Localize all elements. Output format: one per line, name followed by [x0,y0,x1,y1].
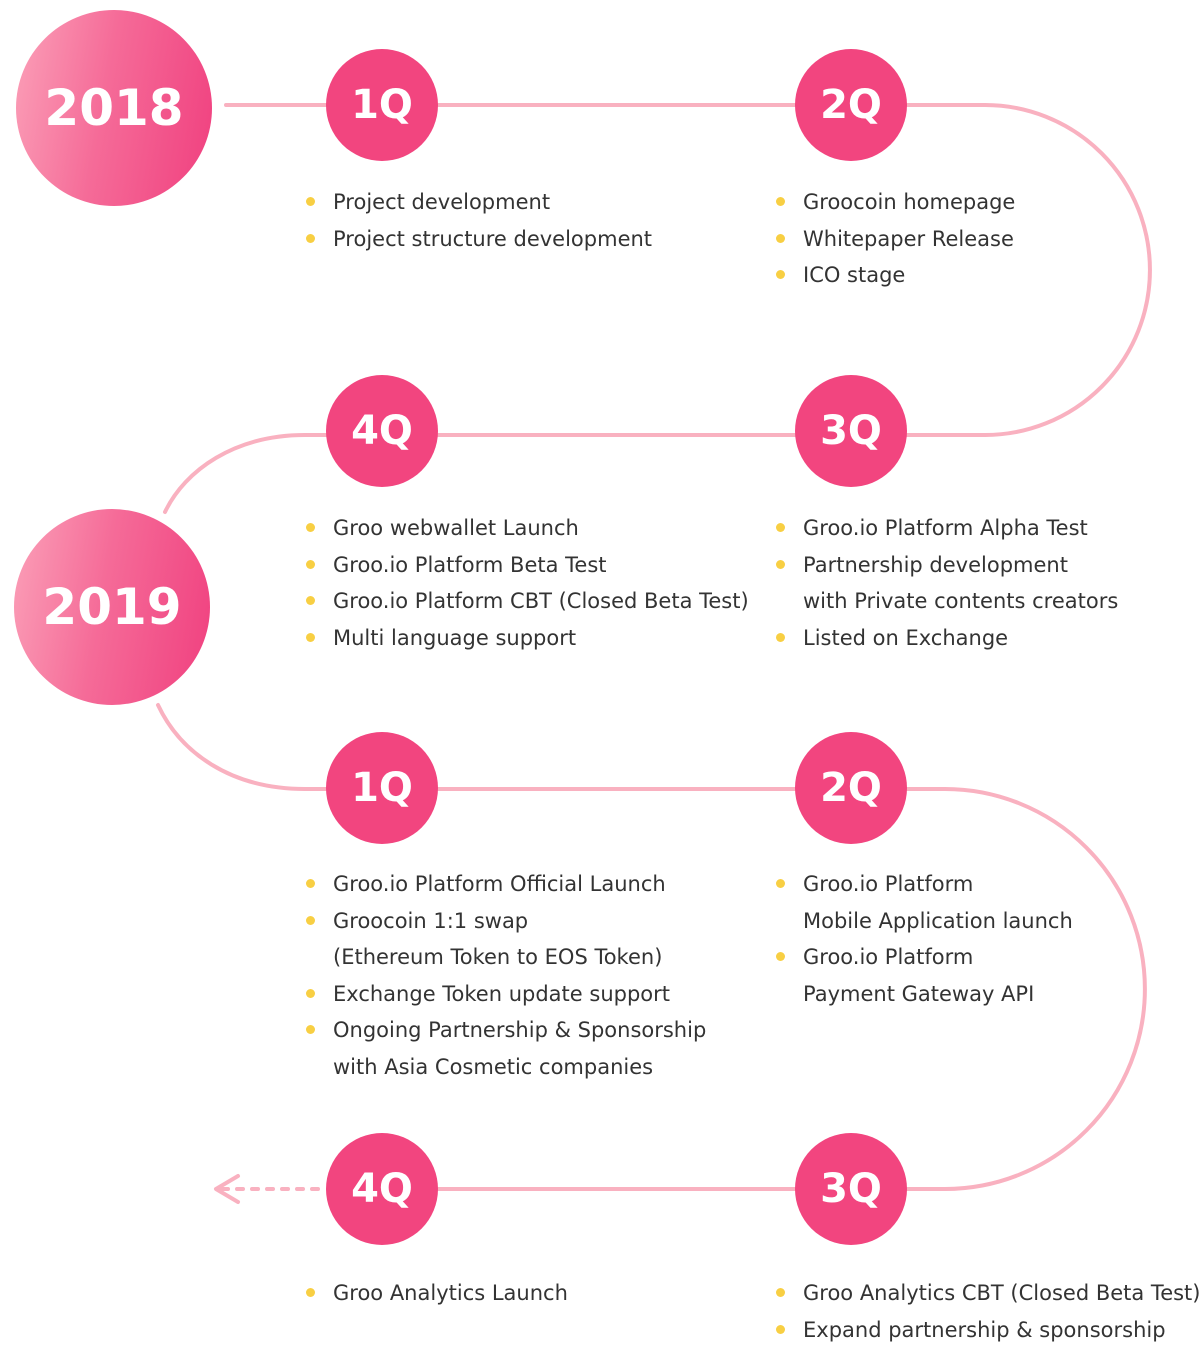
milestone-text: Groo.io Platform Alpha Test [803,516,1088,540]
milestone-text: Partnership development [803,552,1068,577]
milestone-item: Partnership development with Private cont… [776,547,1118,620]
milestone-text: with Private contents creators [803,589,1119,613]
milestone-text: Groo.io Platform [803,872,974,896]
milestones-2018-3q: Groo.io Platform Alpha Test Partnership d… [776,510,1118,656]
milestones-2018-1q: Project development Project structure dev… [306,184,652,257]
bullet-dot-icon [306,632,315,642]
quarter-2019-2q: 2Q [795,732,907,844]
milestone-item: Exchange Token update support [306,976,706,1013]
path-turn-right-1 [983,103,1152,437]
path-drop-2019 [156,703,307,791]
milestone-item: Groocoin 1:1 swap (Ethereum Token to EOS … [306,903,706,976]
milestone-text: Listed on Exchange [803,625,1009,650]
bullet-dot-icon [306,988,315,998]
bullet-dot-icon [776,197,785,206]
year-2019-badge: 2019 [14,509,210,705]
milestone-text: Groo.io Platform [803,945,974,969]
milestone-text: Groo.io Platform Official Launch [333,872,666,896]
milestone-text: Exchange Token update support [333,981,671,1006]
milestone-item: Groocoin homepage [776,184,1015,221]
milestone-text: Project structure development [333,226,653,251]
bullet-dot-icon [306,1288,315,1297]
milestone-text: (Ethereum Token to EOS Token) [333,945,663,969]
milestone-item: Groo.io Platform Mobile Application launc… [776,866,1073,939]
bullet-dot-icon [776,952,785,961]
milestone-text: ICO stage [803,263,906,287]
milestone-item: Groo.io Platform Payment Gateway API [776,939,1073,1012]
milestones-2018-4q: Groo webwallet Launch Groo.io Platform Be… [306,510,749,656]
milestone-text: Groocoin homepage [803,190,1016,214]
milestone-text: Multi language support [333,625,577,650]
milestone-text: with Asia Cosmetic companies [333,1054,654,1079]
milestone-item: Groo webwallet Launch [306,510,749,547]
quarter-2018-3q: 3Q [795,375,907,487]
bullet-dot-icon [776,233,785,243]
milestone-text: Project development [333,190,551,214]
milestone-item: Groo Analytics CBT (Closed Beta Test) [776,1275,1200,1312]
milestone-text: Groo.io Platform Beta Test [333,552,607,577]
bullet-dot-icon [306,233,315,243]
milestone-text: Groo.io Platform CBT (Closed Beta Test) [333,589,749,613]
quarter-2019-3q: 3Q [795,1133,907,1245]
bullet-dot-icon [776,879,785,888]
milestone-item: Groo.io Platform Alpha Test [776,510,1118,547]
milestone-text: Groocoin 1:1 swap [333,908,529,933]
milestones-2018-2q: Groocoin homepage Whitepaper Release ICO s… [776,184,1015,294]
arrow-left-icon [214,1174,240,1204]
milestone-text: Groo Analytics Launch [333,1281,568,1305]
bullet-dot-icon [306,915,315,925]
milestone-item: Expand partnership & sponsorship [776,1312,1200,1349]
year-2018-badge: 2018 [16,10,212,206]
bullet-dot-icon [306,596,315,605]
milestone-item: Groo.io Platform Official Launch [306,866,706,903]
quarter-2018-2q: 2Q [795,49,907,161]
milestones-2019-4q: Groo Analytics Launch [306,1275,568,1312]
quarter-2018-1q: 1Q [326,49,438,161]
bullet-dot-icon [776,523,785,532]
path-turn-right-2 [943,787,1147,1191]
milestones-2019-3q: Groo Analytics CBT (Closed Beta Test) Exp… [776,1275,1200,1348]
bullet-dot-icon [306,197,315,206]
milestone-text: Groo Analytics CBT (Closed Beta Test) [803,1281,1200,1305]
bullet-dot-icon [776,270,785,279]
bullet-dot-icon [776,1288,785,1297]
quarter-2019-1q: 1Q [326,732,438,844]
milestone-item: Groo.io Platform CBT (Closed Beta Test) [306,583,749,620]
milestone-text: Groo webwallet Launch [333,516,579,540]
milestone-item: Groo Analytics Launch [306,1275,568,1312]
milestone-text: Whitepaper Release [803,226,1014,251]
milestone-item: ICO stage [776,257,1015,294]
milestones-2019-1q: Groo.io Platform Official Launch Groocoin… [306,866,706,1085]
bullet-dot-icon [306,523,315,532]
quarter-2018-4q: 4Q [326,375,438,487]
milestone-text: Mobile Application launch [803,908,1073,933]
milestone-item: Listed on Exchange [776,620,1118,657]
milestone-item: Project structure development [306,221,652,258]
bullet-dot-icon [306,559,315,569]
milestone-item: Groo.io Platform Beta Test [306,547,749,584]
milestone-item: Multi language support [306,620,749,657]
milestones-2019-2q: Groo.io Platform Mobile Application launc… [776,866,1073,1012]
bullet-dot-icon [776,632,785,642]
milestone-item: Project development [306,184,652,221]
path-turn-left [163,433,307,514]
bullet-dot-icon [306,1025,315,1034]
milestone-text: Expand partnership & sponsorship [803,1317,1166,1342]
milestone-item: Ongoing Partnership & Sponsorship with As… [306,1012,706,1085]
bullet-dot-icon [776,1324,785,1334]
milestone-text: Payment Gateway API [803,981,1035,1006]
bullet-dot-icon [306,879,315,888]
quarter-2019-4q: 4Q [326,1133,438,1245]
milestone-text: Ongoing Partnership & Sponsorship [333,1018,707,1042]
bullet-dot-icon [776,559,785,569]
milestone-item: Whitepaper Release [776,221,1015,258]
